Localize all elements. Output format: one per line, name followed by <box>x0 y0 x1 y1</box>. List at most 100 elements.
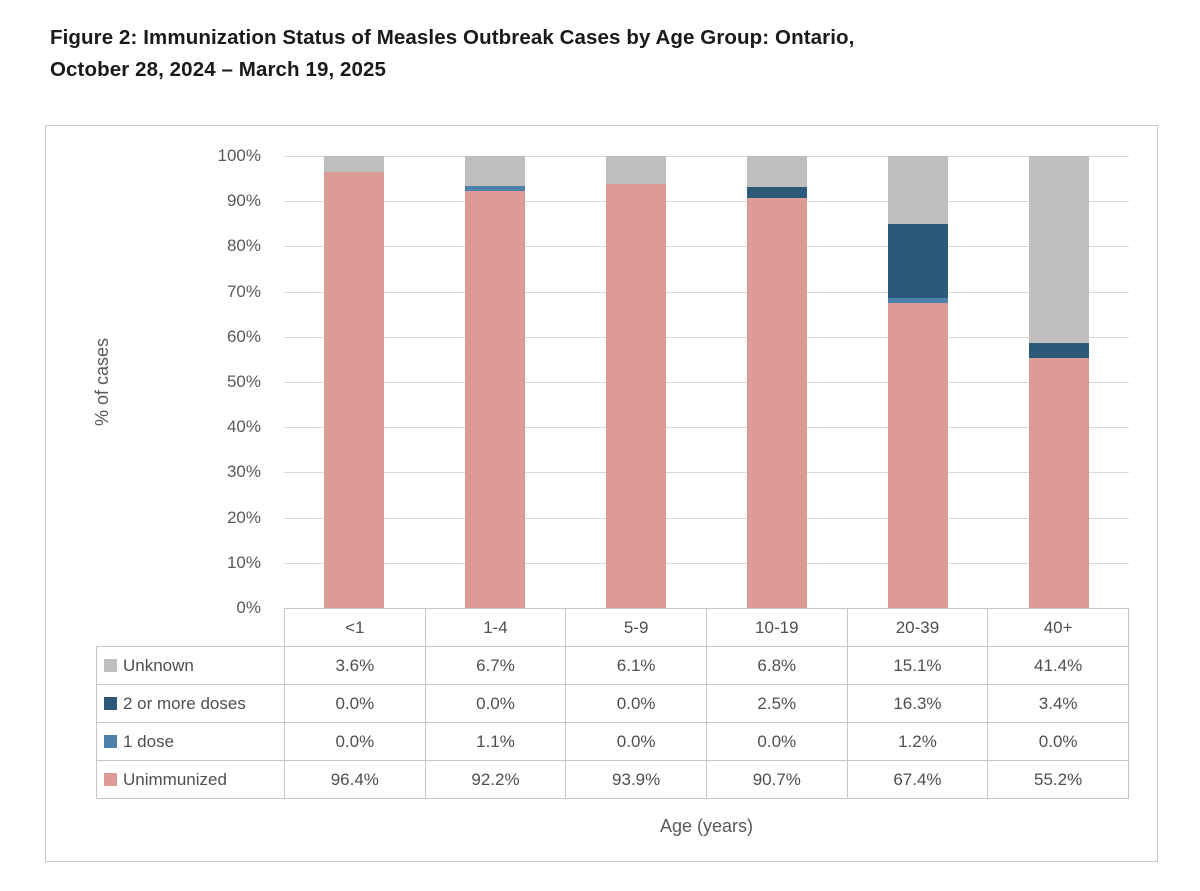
table-row-2-or-more-doses: 2 or more doses 0.0% 0.0% 0.0% 2.5% 16.3% 3.4% <box>96 684 1129 723</box>
y-tick-label: 0% <box>236 598 261 617</box>
bar-segment-unknown <box>1028 156 1089 344</box>
gridline <box>284 562 1129 564</box>
bar-segment-unknown <box>887 156 948 225</box>
figure-title-line-1: Figure 2: Immunization Status of Measles… <box>50 26 855 49</box>
bar-column-5-9 <box>566 156 707 608</box>
y-tick-label: 80% <box>226 236 261 256</box>
value-cell-2-or-more-doses-1-4: 0.0% <box>424 684 567 723</box>
plot-area <box>284 156 1129 609</box>
value-cell-1-dose-20-39: 1.2% <box>846 722 989 761</box>
bar-column-40 <box>988 156 1129 608</box>
value-cell-unknown-1: 3.6% <box>284 646 426 685</box>
gridline <box>284 201 1129 203</box>
gridline <box>284 472 1129 474</box>
bar-segment-unimmunized <box>1028 358 1089 608</box>
stacked-bar-10-19 <box>746 156 807 608</box>
value-cell-2-or-more-doses-1: 0.0% <box>284 684 426 723</box>
category-header-row: <1 1-4 5-9 10-19 20-39 40+ <box>97 608 1129 647</box>
legend-label: Unknown <box>123 655 194 675</box>
bar-column-1-4 <box>425 156 566 608</box>
y-tick-label: 90% <box>226 191 261 211</box>
table-row-unknown: Unknown 3.6% 6.7% 6.1% 6.8% 15.1% 41.4% <box>96 646 1129 685</box>
value-cell-unknown-5-9: 6.1% <box>565 646 707 685</box>
legend-cell-1-dose: 1 dose <box>96 722 285 761</box>
gridline <box>284 156 1129 157</box>
value-cell-1-dose-10-19: 0.0% <box>705 722 848 761</box>
legend-cell-unknown: Unknown <box>96 646 285 685</box>
bar-segment-1-dose <box>465 186 526 192</box>
figure-title-line-2: October 28, 2024 – March 19, 2025 <box>50 57 387 81</box>
value-cell-unimmunized-40: 55.2% <box>987 760 1129 799</box>
value-cell-unimmunized-20-39: 67.4% <box>846 760 989 799</box>
value-cell-unimmunized-5-9: 93.9% <box>565 760 707 799</box>
value-cell-unknown-10-19: 6.8% <box>705 646 848 685</box>
category-header-5-9: 5-9 <box>565 608 707 647</box>
gridline <box>284 336 1129 338</box>
bar-segment-unknown <box>746 156 807 187</box>
gridline <box>284 517 1129 519</box>
legend-cell-unimmunized: Unimmunized <box>96 760 285 799</box>
bar-column-20-39 <box>847 156 988 608</box>
y-axis: 100% 90% 80% 70% 60% 50% 40% 30% 20% 10% 0% <box>46 146 284 617</box>
bar-segment-unimmunized <box>606 183 667 608</box>
legend-label: Unimmunized <box>123 769 227 789</box>
chart-panel: % of cases 100% 90% 80% 70% 60% 50% 40% 30% 20% 1… <box>45 125 1158 862</box>
bar-column-1 <box>284 156 425 608</box>
data-table: <1 1-4 5-9 10-19 20-39 40+ Unknown 3.6% 6.7% 6.1… <box>96 608 1129 799</box>
bar-segment-unknown <box>465 156 526 187</box>
value-cell-unknown-20-39: 15.1% <box>846 646 989 685</box>
table-row-1-dose: 1 dose 0.0% 1.1% 0.0% 0.0% 1.2% 0.0% <box>96 722 1129 761</box>
bar-segment-2-or-more-doses <box>746 186 807 199</box>
stacked-bar-1-4 <box>465 156 526 608</box>
y-tick-label: 30% <box>226 462 261 482</box>
gridline <box>284 427 1129 429</box>
bar-segment-unimmunized <box>746 198 807 608</box>
bar-segment-2-or-more-doses <box>887 224 948 298</box>
stacked-bar-1 <box>324 156 385 608</box>
table-row-unimmunized: Unimmunized 96.4% 92.2% 93.9% 90.7% 67.4% 55.2… <box>96 760 1129 799</box>
gridline <box>284 246 1129 248</box>
table-corner-empty <box>97 609 285 647</box>
value-cell-1-dose-5-9: 0.0% <box>565 722 707 761</box>
bar-segment-1-dose <box>887 297 948 304</box>
y-tick-label: 20% <box>226 507 261 527</box>
y-tick-label: 70% <box>226 281 261 301</box>
value-cell-2-or-more-doses-5-9: 0.0% <box>565 684 707 723</box>
category-header-10-19: 10-19 <box>705 608 848 647</box>
stacked-bar-5-9 <box>606 156 667 608</box>
y-tick-label: 40% <box>226 417 261 437</box>
y-tick-label: 50% <box>226 372 261 391</box>
y-tick-label: 10% <box>226 552 261 572</box>
legend-swatch-2-or-more-doses <box>104 696 117 710</box>
value-cell-unknown-1-4: 6.7% <box>424 646 567 685</box>
bar-segment-2-or-more-doses <box>1028 343 1089 359</box>
value-cell-unimmunized-1-4: 92.2% <box>424 760 567 799</box>
value-cell-unimmunized-10-19: 90.7% <box>705 760 848 799</box>
value-cell-2-or-more-doses-10-19: 2.5% <box>705 684 848 723</box>
category-header-1-4: 1-4 <box>424 608 567 647</box>
value-cell-2-or-more-doses-20-39: 16.3% <box>846 684 989 723</box>
x-axis-title: Age (years) <box>659 816 754 836</box>
value-cell-unimmunized-1: 96.4% <box>284 760 426 799</box>
value-cell-unknown-40: 41.4% <box>987 646 1129 685</box>
legend-label: 2 or more doses <box>123 693 246 713</box>
legend-swatch-1-dose <box>104 734 117 748</box>
value-cell-1-dose-1-4: 1.1% <box>424 722 567 761</box>
y-tick-label: 100% <box>217 146 261 165</box>
category-header-20-39: 20-39 <box>846 608 989 647</box>
bar-segment-unimmunized <box>465 191 526 608</box>
category-header-40: 40+ <box>987 608 1129 647</box>
bar-segment-unimmunized <box>324 172 385 608</box>
bar-segment-unimmunized <box>887 303 948 608</box>
legend-cell-2-or-more-doses: 2 or more doses <box>96 684 285 723</box>
legend-swatch-unknown <box>104 658 117 672</box>
gridline <box>284 382 1129 383</box>
value-cell-1-dose-40: 0.0% <box>987 722 1129 761</box>
figure-title: Figure 2: Immunization Status of Measles… <box>50 22 854 86</box>
value-cell-1-dose-1: 0.0% <box>284 722 426 761</box>
bar-column-10-19 <box>706 156 847 608</box>
bar-segment-unknown <box>606 156 667 184</box>
value-cell-2-or-more-doses-40: 3.4% <box>987 684 1129 723</box>
gridline <box>284 291 1129 293</box>
